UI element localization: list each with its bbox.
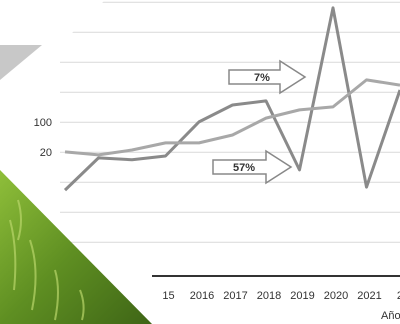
plant-stem: [9, 219, 17, 291]
plant-stem: [54, 269, 59, 321]
plant-stem: [17, 199, 22, 241]
data-line: [63, 6, 400, 192]
gray-stripe: [0, 45, 42, 80]
x-tick-label: 2017: [223, 290, 247, 302]
plant-stem: [79, 289, 85, 321]
x-tick-label: 2016: [190, 290, 214, 302]
y-tick-label: 20: [40, 147, 52, 159]
plant-texture: [9, 199, 85, 321]
arrow-57: 57%: [212, 149, 293, 185]
x-axis-label: Año: [381, 310, 400, 322]
grid: [60, 1, 400, 243]
x-tick-label: 15: [162, 290, 174, 302]
x-tick-label: 2018: [257, 290, 281, 302]
lines: [63, 6, 400, 192]
arrow-shape: [212, 149, 293, 185]
y-tick-label: 100: [34, 117, 52, 129]
x-tick-label: 2019: [290, 290, 314, 302]
field-photo: [0, 170, 152, 324]
x-tick-label: 2020: [324, 290, 348, 302]
plant-stem: [29, 239, 37, 311]
arrow-shape: [228, 59, 307, 95]
arrow-7: 7%: [228, 59, 307, 95]
white-overlay: [0, 0, 105, 105]
annotation: 7%: [254, 72, 270, 84]
x-tick-label: 20: [397, 290, 400, 302]
x-tick-label: 2021: [357, 290, 381, 302]
data-line: [64, 78, 400, 157]
annotation: 57%: [233, 162, 255, 174]
